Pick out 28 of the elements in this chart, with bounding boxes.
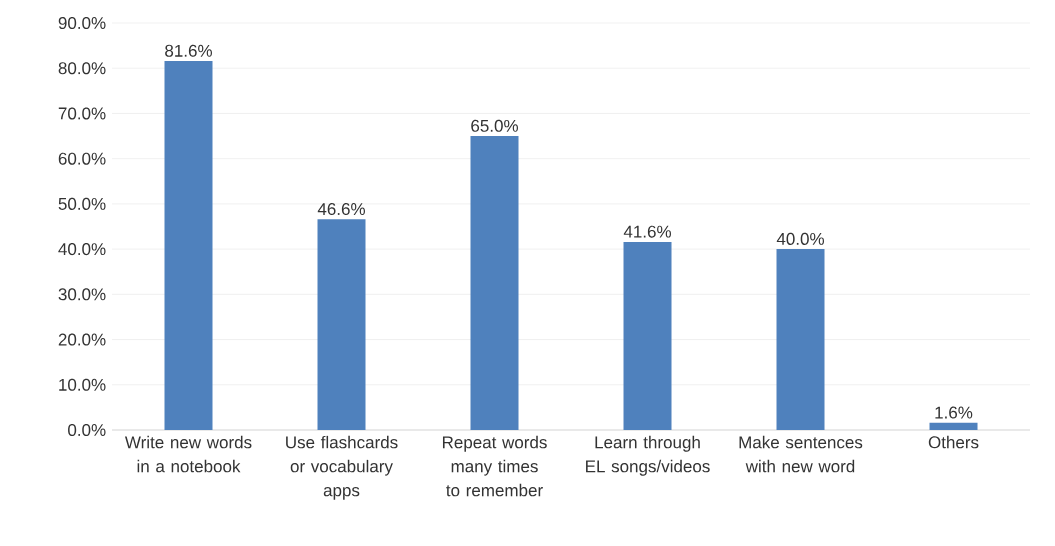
y-tick-label: 20.0%	[58, 333, 106, 346]
x-tick-label: Repeat words many times to remember	[442, 435, 547, 497]
x-tick-label: Use flashcards or vocabulary apps	[286, 435, 398, 500]
y-tick-label: 0.0%	[68, 423, 106, 437]
data-label: 1.6%	[935, 406, 973, 419]
data-label: 81.6%	[165, 44, 212, 57]
bar	[929, 422, 978, 430]
y-tick-label: 60.0%	[58, 152, 106, 165]
bar	[164, 60, 213, 430]
y-tick-label: 70.0%	[58, 107, 106, 120]
data-label: 46.6%	[317, 203, 365, 216]
bar	[776, 249, 825, 430]
y-tick-label: 80.0%	[58, 62, 106, 75]
y-tick-label: 30.0%	[58, 288, 106, 301]
bar	[623, 241, 672, 430]
y-tick-label: 40.0%	[58, 243, 106, 256]
x-tick-label: Make sentences with new word	[739, 435, 863, 473]
bar	[317, 219, 366, 430]
x-tick-label: Write new words in a notebook	[124, 435, 252, 473]
y-tick-label: 50.0%	[58, 197, 106, 210]
y-tick-label: 10.0%	[59, 378, 106, 391]
bar	[470, 136, 519, 430]
x-tick-label: Others	[928, 435, 979, 449]
data-label: 65.0%	[471, 119, 518, 132]
data-label: 40.0%	[776, 232, 825, 245]
y-tick-label: 90.0%	[58, 16, 106, 30]
data-label: 41.6%	[623, 225, 671, 238]
x-tick-label: Learn through EL songs/videos	[586, 435, 710, 476]
